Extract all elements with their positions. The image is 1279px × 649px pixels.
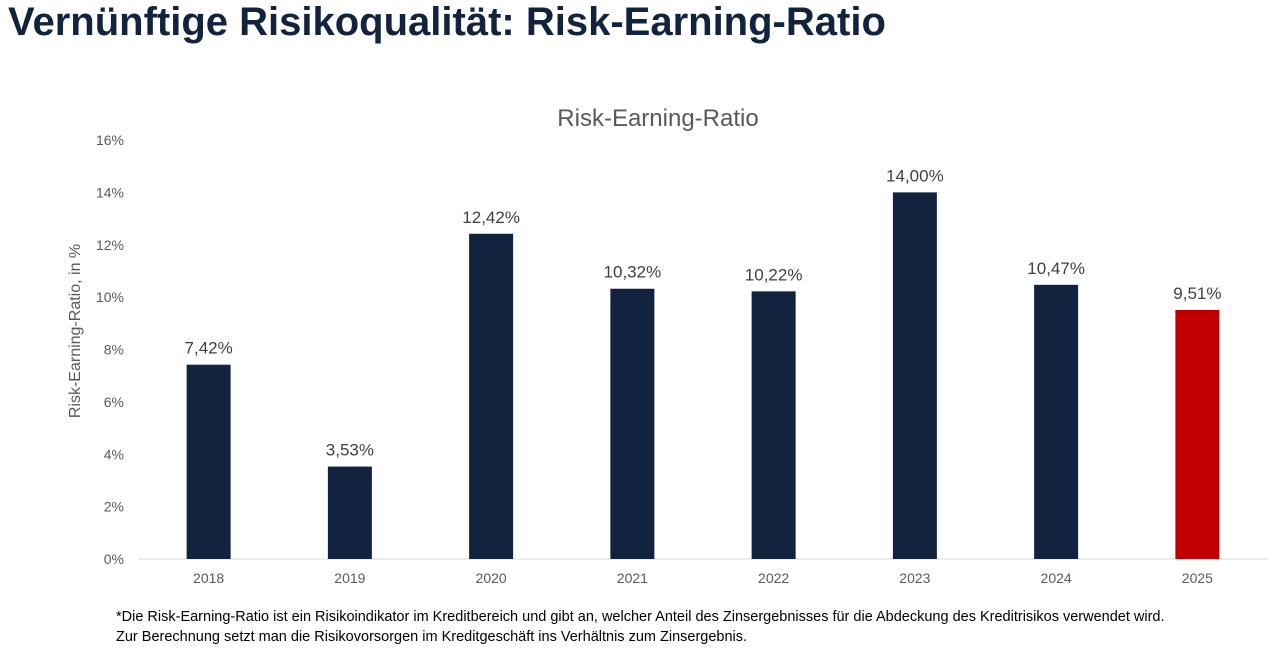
- footnote: *Die Risk-Earning-Ratio ist ein Risikoin…: [116, 607, 1165, 647]
- bar-2020: [469, 233, 514, 559]
- bar-2019: [327, 466, 372, 559]
- x-tick-label: 2020: [476, 570, 507, 586]
- y-tick-label: 16%: [96, 132, 124, 148]
- y-tick-label: 2%: [104, 499, 124, 515]
- y-tick-label: 14%: [96, 184, 124, 200]
- bar-2018: [186, 364, 231, 559]
- y-tick-label: 12%: [96, 237, 124, 253]
- data-label: 7,42%: [185, 339, 233, 358]
- page-title: Vernünftige Risikoqualität: Risk-Earning…: [8, 0, 886, 44]
- bar-2023: [892, 192, 937, 559]
- data-label: 14,00%: [886, 166, 944, 185]
- y-tick-label: 6%: [104, 394, 124, 410]
- y-tick-label: 10%: [96, 289, 124, 305]
- data-label: 12,42%: [462, 208, 520, 227]
- plot-area: 0% 2% 4% 6% 8% 10% 12% 14% 16% 7,42% 2018 3,53% 2019…: [96, 132, 1268, 586]
- data-label: 9,51%: [1173, 284, 1221, 303]
- x-tick-label: 2021: [617, 570, 648, 586]
- data-label: 10,32%: [604, 263, 662, 282]
- bar-2022: [751, 291, 796, 559]
- data-label: 10,22%: [745, 265, 803, 284]
- x-tick-label: 2024: [1041, 570, 1072, 586]
- data-label: 3,53%: [326, 441, 374, 460]
- x-tick-label: 2019: [334, 570, 365, 586]
- footnote-line-1: *Die Risk-Earning-Ratio ist ein Risikoin…: [116, 609, 1165, 625]
- y-tick-label: 4%: [104, 446, 124, 462]
- y-tick-label: 0%: [104, 551, 124, 567]
- x-tick-label: 2023: [899, 570, 930, 586]
- bar-2025: [1175, 309, 1220, 559]
- bar-chart: Risk-Earning-Ratio Risk-Earning-Ratio, i…: [67, 105, 1268, 586]
- bar-2024: [1034, 284, 1079, 559]
- footnote-line-2: Zur Berechnung setzt man die Risikovorso…: [116, 629, 748, 645]
- y-tick-label: 8%: [104, 342, 124, 358]
- x-tick-label: 2025: [1182, 570, 1213, 586]
- x-tick-label: 2018: [193, 570, 224, 586]
- data-label: 10,47%: [1027, 259, 1085, 278]
- y-axis-label: Risk-Earning-Ratio, in %: [67, 244, 84, 418]
- bar-2021: [610, 288, 655, 559]
- x-tick-label: 2022: [758, 570, 789, 586]
- chart-title: Risk-Earning-Ratio: [557, 105, 758, 132]
